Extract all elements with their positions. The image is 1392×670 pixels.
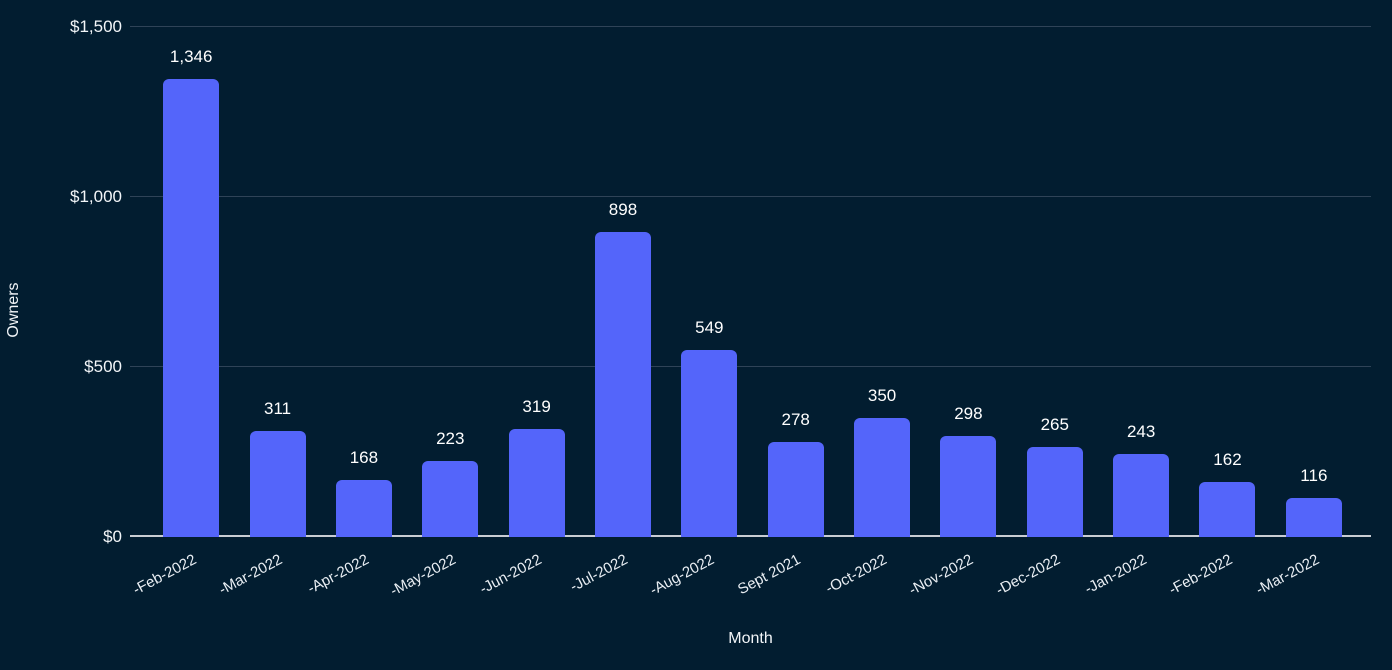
gridline <box>130 366 1371 367</box>
bar-slot: 549 -Aug-2022 <box>647 27 752 599</box>
bar <box>335 479 392 537</box>
x-axis-tick-label: -Jun-2022 <box>476 551 545 598</box>
x-axis-baseline <box>130 535 1371 537</box>
bar-value-label: 243 <box>1126 422 1156 442</box>
y-axis-title: Owners <box>5 282 22 338</box>
bar-value-label: 311 <box>263 399 292 419</box>
x-axis-title: Month <box>728 630 773 647</box>
x-axis-tick-label: -Dec-2022 <box>992 551 1063 599</box>
x-axis-tick-label: -Mar-2022 <box>1252 551 1322 599</box>
x-axis-tick-label: Sept 2021 <box>735 551 804 599</box>
bar-value-label: 162 <box>1213 449 1242 469</box>
bar <box>422 461 479 537</box>
bar-slot: 298 -Nov-2022 <box>907 27 1011 599</box>
x-axis-tick-label: -Nov-2022 <box>906 551 977 599</box>
x-axis-tick-label: -May-2022 <box>386 551 459 600</box>
bar <box>508 428 565 537</box>
bar-value-label: 265 <box>1040 414 1069 434</box>
bar <box>163 79 220 537</box>
gridline <box>130 26 1371 27</box>
bar-slot: 350 -Oct-2022 <box>823 27 925 597</box>
bar-slot: 319 -Jun-2022 <box>477 27 579 598</box>
x-axis-tick-label: -Jan-2022 <box>1081 551 1150 598</box>
y-axis-tick-label: $0 <box>103 527 122 546</box>
bar-slot: 278 Sept 2021 <box>735 27 839 598</box>
y-axis-tick-label: $1,000 <box>70 187 122 206</box>
bar-slot: 223 -May-2022 <box>387 27 493 600</box>
bar <box>767 442 824 537</box>
bar <box>681 350 738 537</box>
bar-value-label: 319 <box>522 396 551 416</box>
bar-slot: 168 -Apr-2022 <box>305 27 407 597</box>
bar <box>1199 481 1256 537</box>
bar-value-label: 1,346 <box>169 47 213 67</box>
x-axis-tick-label: -Feb-2022 <box>130 551 200 599</box>
bars-layer: 1,346 -Feb-2022 311 -Mar-2022 168 -Apr-2022 22… <box>130 27 1357 600</box>
bar-slot: 162 -Feb-2022 <box>1166 27 1270 599</box>
x-axis-tick-label: -Feb-2022 <box>1166 551 1236 599</box>
x-axis-tick-label: -Jul-2022 <box>567 551 631 596</box>
x-axis-tick-label: -Oct-2022 <box>823 551 891 598</box>
x-axis-tick-label: -Aug-2022 <box>647 551 718 599</box>
bar <box>1285 497 1342 537</box>
bar <box>249 431 306 537</box>
bar <box>1113 454 1170 537</box>
y-axis-tick-label: $1,500 <box>70 17 122 36</box>
bar-slot: 116 -Mar-2022 <box>1253 27 1357 598</box>
bar-value-label: 168 <box>349 447 379 467</box>
gridline <box>130 196 1371 197</box>
x-axis-tick-label: -Apr-2022 <box>305 551 372 598</box>
bar-slot: 1,346 -Feb-2022 <box>130 27 234 599</box>
bar-value-label: 298 <box>954 403 983 423</box>
y-axis-tick-label: $500 <box>84 357 122 376</box>
bar-value-label: 116 <box>1300 465 1328 485</box>
bar-value-label: 223 <box>436 429 465 449</box>
bar <box>854 418 911 537</box>
bar-slot: 311 -Mar-2022 <box>216 27 320 598</box>
bar-value-label: 278 <box>781 410 810 430</box>
x-axis-tick-label: -Mar-2022 <box>216 551 286 599</box>
bar <box>594 231 651 537</box>
bar-value-label: 350 <box>867 386 897 405</box>
bar-slot: 265 -Dec-2022 <box>993 27 1098 599</box>
bar <box>940 435 997 537</box>
bar-value-label: 898 <box>608 199 638 219</box>
plot-area: 1,346 -Feb-2022 311 -Mar-2022 168 -Apr-2022 22… <box>130 26 1371 600</box>
bar <box>1026 446 1083 537</box>
bar-slot: 243 -Jan-2022 <box>1082 27 1184 598</box>
bar-slot: 898 -Jul-2022 <box>568 27 666 595</box>
bar-value-label: 549 <box>695 318 724 338</box>
